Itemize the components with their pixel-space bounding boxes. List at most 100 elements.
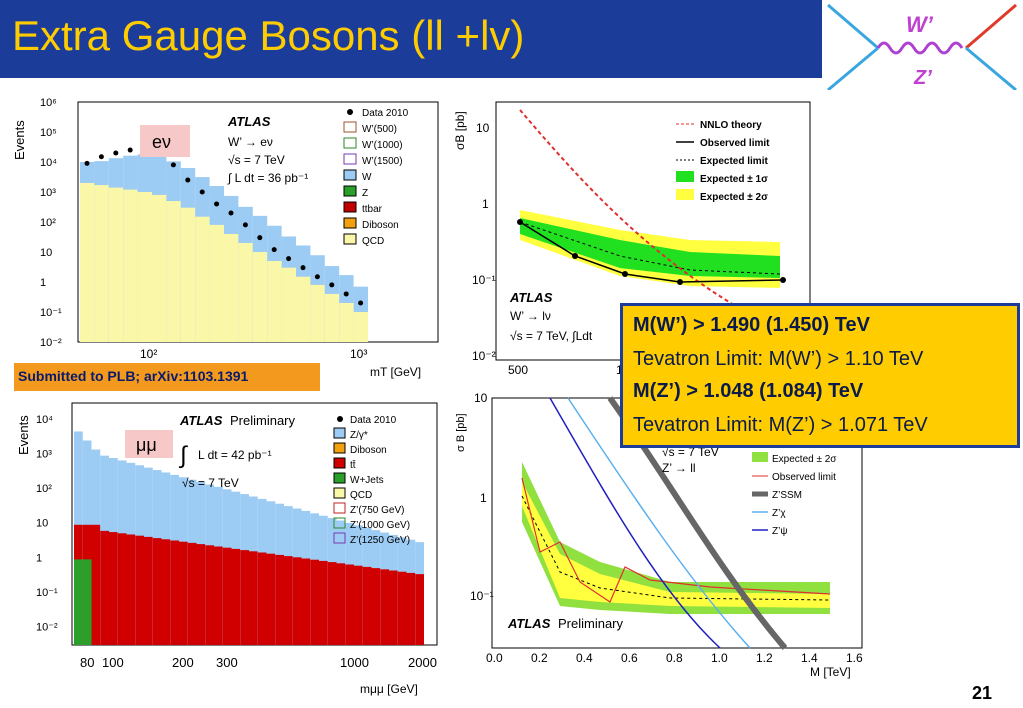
legend-swatch (343, 217, 357, 229)
legend-label: QCD (350, 490, 372, 501)
submission-banner: Submitted to PLB; arXiv:1103.1391 (14, 363, 320, 391)
data-point (242, 222, 248, 228)
feynman-diagram: W’ Z’ (827, 3, 1017, 90)
y-ticks: 10⁶ 10⁵ 10⁴ 10³ 10² 10 1 10⁻¹ 10⁻² (40, 97, 62, 349)
bar-qcd (324, 293, 340, 342)
y-ticks: 10⁴ 10³ 10² 10 1 10⁻¹ 10⁻² (36, 414, 58, 633)
bar-wjets (74, 559, 83, 645)
integral-sign: ∫ (178, 442, 188, 469)
y-tick-label: 10 (36, 518, 48, 530)
info-1: L dt = 42 pb⁻¹ (198, 448, 272, 462)
bar-ttbar (345, 564, 354, 645)
bar-qcd (180, 207, 196, 342)
info-2: √s = 7 TeV (182, 476, 239, 490)
bar-ttbar (406, 572, 416, 645)
bar-qcd (123, 189, 138, 342)
bar-ttbar (214, 546, 223, 645)
legend-label: Expected limit (700, 156, 768, 167)
legend-label: Observed limit (772, 472, 836, 483)
outgoing-fermion-1 (965, 3, 1017, 50)
legend-swatch (343, 153, 357, 165)
x-tick-label: 0.6 (621, 651, 638, 665)
x-tick-80: 80 (80, 655, 94, 670)
legend-swatch (343, 233, 357, 245)
bar-ttbar (187, 542, 197, 645)
incoming-fermion-1 (827, 3, 879, 50)
x-tick-100: 10² (140, 347, 157, 361)
legend-swatch (343, 121, 357, 133)
x-ticks: 0.0 0.2 0.4 0.6 0.8 1.0 1.2 1.4 1.6 (486, 651, 863, 665)
channel-label: eν (152, 132, 171, 152)
x-tick-label: 0.0 (486, 651, 503, 665)
legend-label: Data 2010 (362, 108, 409, 119)
x-tick-1000: 10³ (350, 347, 367, 361)
bar-ttbar (222, 547, 232, 645)
bar-qcd (137, 192, 152, 342)
bar-qcd (252, 252, 268, 342)
legend-swatch (333, 427, 346, 439)
legend-label: NNLO theory (700, 120, 762, 131)
x-tick-label: 0.2 (531, 651, 548, 665)
y-axis-label: σ B [pb] (455, 413, 467, 452)
bar-qcd (152, 194, 167, 342)
obs-point (622, 271, 628, 277)
obs-point (677, 279, 683, 285)
bar-qcd (281, 267, 296, 342)
bar-ttbar (126, 534, 136, 645)
x-tick-200: 200 (172, 655, 194, 670)
legend-swatch (676, 171, 694, 182)
info-2: ∫ L dt = 36 pb⁻¹ (227, 171, 308, 185)
bar-ttbar (336, 563, 346, 645)
atlas-label: ATLAS (509, 290, 553, 305)
data-point (271, 247, 277, 253)
bar-ttbar (100, 530, 109, 645)
bar-ttbar (179, 541, 188, 645)
data-point (228, 210, 234, 216)
obs-point (780, 277, 786, 283)
legend-label: Z’(750 GeV) (350, 505, 404, 516)
legend-label: Z’(1000 GeV) (350, 520, 410, 531)
bar-ttbar (362, 566, 372, 645)
bar-ttbar (170, 540, 179, 645)
bar-ttbar (135, 535, 144, 645)
channel-badge (125, 430, 173, 458)
y-tick-1: 1 (482, 197, 489, 211)
y-tick-label: 10² (36, 483, 52, 495)
channel-label: μμ (136, 435, 157, 455)
bar-ttbar (371, 568, 381, 645)
x-tick-500: 500 (508, 363, 528, 377)
y-tick-label: 10³ (36, 449, 52, 461)
x-tick-label: 0.4 (576, 651, 593, 665)
y-tick-10: 10 (474, 392, 488, 405)
y-tick-1: 1 (480, 491, 487, 505)
bar-qcd (296, 276, 311, 342)
data-point (185, 177, 191, 183)
boson-propagator (876, 41, 964, 55)
legend-label: W (362, 172, 372, 183)
x-tick-label: 1.2 (756, 651, 773, 665)
x-axis-label: M [TeV] (810, 665, 851, 679)
legend-label: Z’SSM (772, 490, 802, 501)
data-point (286, 256, 292, 262)
legend-label: W’(1500) (362, 156, 403, 167)
legend-label: Data 2010 (350, 415, 397, 426)
bar-ttbar (109, 532, 118, 645)
legend-label: Diboson (362, 220, 399, 231)
incoming-fermion-2 (827, 46, 879, 90)
bar-ttbar (117, 533, 127, 645)
bar-ttbar (284, 556, 293, 645)
bar-ttbar (301, 558, 311, 645)
legend-label: W+Jets (350, 475, 384, 486)
legend-swatch (752, 452, 768, 462)
bar-qcd (195, 216, 210, 342)
y-tick-label: 10⁻¹ (36, 587, 58, 599)
submission-text: Submitted to PLB; arXiv:1103.1391 (18, 368, 249, 384)
legend-swatch (676, 189, 694, 200)
atlas-label: ATLAS (179, 413, 223, 428)
y-tick-label: 10⁶ (40, 97, 57, 109)
bar-ttbar (249, 551, 258, 645)
bar-ttbar (354, 565, 363, 645)
y-tick-label: 10⁴ (36, 414, 53, 426)
x-tick-label: 1.0 (711, 651, 728, 665)
